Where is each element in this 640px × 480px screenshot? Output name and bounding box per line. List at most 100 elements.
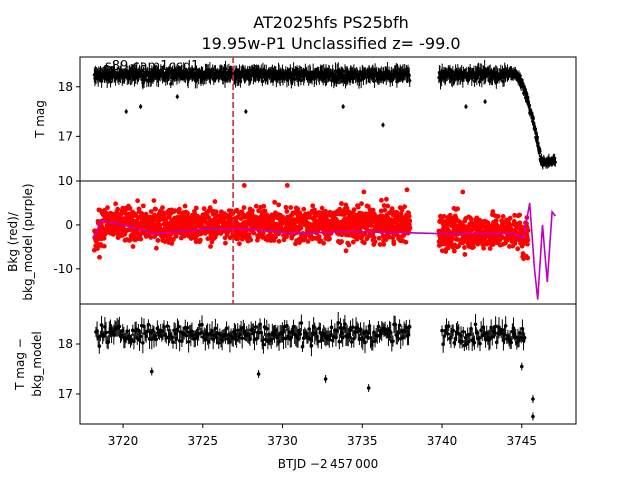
bkg-point <box>525 228 531 233</box>
bkg-point <box>525 237 531 243</box>
residual-point <box>503 324 508 328</box>
residual-point <box>132 339 136 344</box>
bkg-point <box>151 198 157 203</box>
bkg-point <box>460 189 466 195</box>
bkg-point <box>481 245 487 251</box>
residual-point <box>372 330 376 335</box>
residual-point <box>307 327 311 331</box>
y-tick-label: 18 <box>58 80 73 94</box>
bkg-point <box>490 209 496 214</box>
bkg-point <box>113 201 118 207</box>
residual-point <box>464 342 469 346</box>
bkg-point <box>284 182 290 188</box>
bkg-point <box>359 201 364 207</box>
bkg-point <box>327 236 332 242</box>
bkg-point <box>343 248 349 254</box>
tmag-point <box>381 123 385 127</box>
bkg-point <box>160 205 165 211</box>
residual-point <box>397 323 402 328</box>
chart-title-line1: AT2025hfs PS25bfh <box>253 13 408 32</box>
bkg-point <box>272 199 278 205</box>
bkg-point <box>284 209 290 214</box>
bkg-point <box>182 203 188 209</box>
residual-point <box>125 329 130 333</box>
bkg-point <box>389 206 395 212</box>
bkg-point <box>500 214 506 219</box>
x-tick-label: 3730 <box>267 434 298 448</box>
bkg-point <box>105 205 110 211</box>
bkg-point <box>170 237 176 242</box>
tmag-point <box>533 127 538 131</box>
bkg-point <box>101 243 107 249</box>
panel-background: 10 0 -10 Bkg (red)/ bkg_model (purple) <box>6 174 577 305</box>
residual-point <box>376 324 381 329</box>
bkg-point <box>455 206 460 212</box>
x-axis-ticks: 3720 3725 3730 3735 3740 3745 <box>108 424 537 448</box>
bkg-point <box>212 199 218 204</box>
bkg-point <box>138 236 144 242</box>
residual-point <box>451 328 455 333</box>
x-tick-label: 3720 <box>108 434 139 448</box>
tmag-point <box>538 149 542 153</box>
tmag-point <box>244 109 248 114</box>
residual-point <box>256 372 261 376</box>
residual-point <box>185 326 190 330</box>
y-tick-label: 0 <box>65 218 73 232</box>
residual-point <box>393 322 397 327</box>
bkg-point <box>399 207 405 213</box>
bkg-point <box>517 220 523 226</box>
chart-title-line2: 19.95w-P1 Unclassified z= -99.0 <box>201 34 460 53</box>
residual-point <box>253 325 258 329</box>
bkg-point <box>152 217 158 223</box>
tmag-point <box>451 69 455 74</box>
tmag-point <box>223 67 228 71</box>
bkg-point <box>372 239 378 245</box>
bkg-point <box>525 255 531 261</box>
tmag-point <box>299 78 303 82</box>
bkg-point <box>201 206 207 212</box>
bkg-point <box>406 213 412 219</box>
bkg-point <box>361 189 367 195</box>
bkg-point <box>378 208 384 214</box>
bkg-point <box>402 204 407 210</box>
residual-point <box>337 339 342 344</box>
residual-point <box>200 322 204 327</box>
tmag-ylabel: T mag <box>33 100 47 139</box>
residual-point <box>186 339 191 344</box>
bkg-point <box>210 229 216 235</box>
bkg-point <box>256 208 261 214</box>
x-axis-label: BTJD −2 457 000 <box>278 457 378 471</box>
bkg-point <box>339 239 345 244</box>
bkg-point <box>148 235 154 240</box>
residual-point <box>478 341 482 346</box>
bkg-point <box>135 198 141 204</box>
bkg-point <box>471 244 476 250</box>
residual-point <box>350 325 355 330</box>
bkg-point <box>97 254 102 260</box>
residual-point <box>445 331 450 336</box>
residual-point <box>473 322 478 327</box>
tmag-point <box>108 80 113 84</box>
bkg-point <box>376 235 382 241</box>
bkg-point <box>250 208 255 214</box>
bkg-point <box>379 197 384 203</box>
tmag-point <box>535 135 540 139</box>
bkg-point <box>500 220 506 226</box>
residual-point <box>213 326 218 331</box>
residual-point <box>517 338 521 343</box>
residual-point <box>146 322 151 327</box>
residual-point <box>141 341 145 345</box>
bkg-point <box>487 246 493 251</box>
residual-point <box>149 337 154 341</box>
bkg-axis-ticks: 10 0 -10 <box>53 174 80 276</box>
tmag-point <box>139 105 143 109</box>
bkg-point <box>381 241 387 247</box>
bkg-point <box>172 208 178 213</box>
bkg-point <box>455 237 460 242</box>
tmag-point <box>483 100 487 104</box>
residual-point <box>368 335 373 340</box>
bkg-point <box>284 234 290 239</box>
bkg-point <box>382 207 388 213</box>
